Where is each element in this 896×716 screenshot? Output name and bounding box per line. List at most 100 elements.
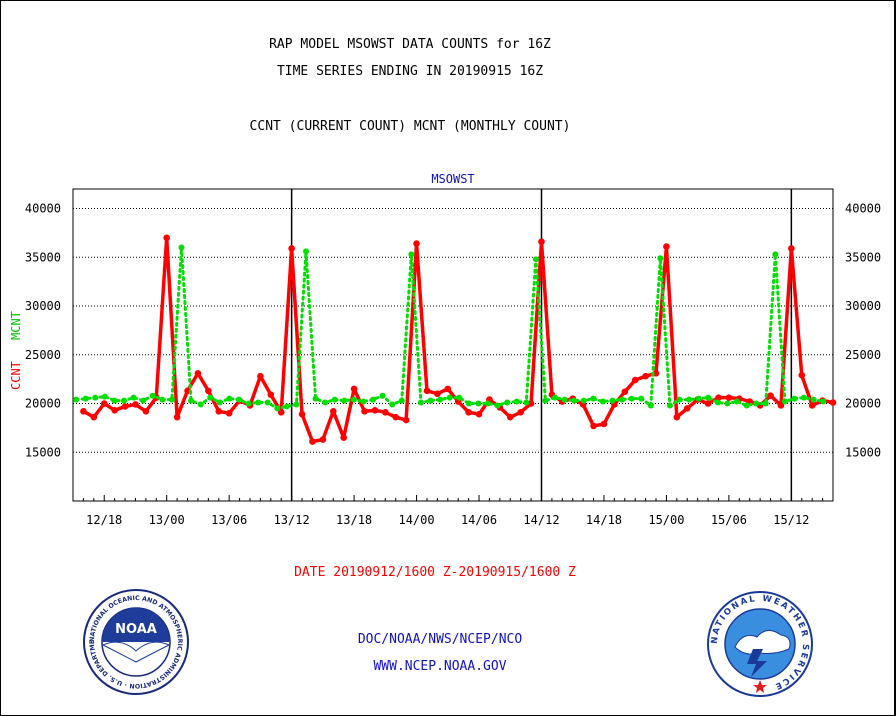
point-mcnt: [609, 397, 616, 404]
point-mcnt: [245, 400, 252, 407]
point-ccnt: [621, 388, 629, 396]
point-mcnt: [437, 396, 444, 403]
point-mcnt: [92, 394, 99, 401]
point-mcnt: [207, 394, 214, 401]
point-mcnt: [370, 396, 377, 403]
point-ccnt: [444, 385, 452, 393]
point-ccnt: [90, 413, 98, 421]
point-mcnt: [111, 397, 118, 404]
y-axis-label-mcnt: MCNT: [9, 311, 23, 340]
chart-title-line1: RAP MODEL MSOWST DATA COUNTS for 16Z: [269, 37, 551, 52]
x-tick-label: 15/12: [773, 513, 809, 527]
point-ccnt: [309, 438, 316, 445]
point-ccnt: [205, 387, 212, 395]
point-ccnt: [194, 369, 202, 377]
point-mcnt: [235, 396, 242, 403]
point-ccnt: [350, 385, 358, 393]
point-mcnt: [82, 395, 89, 402]
point-ccnt: [277, 408, 285, 416]
point-ccnt: [225, 409, 233, 417]
point-ccnt: [413, 240, 420, 247]
point-ccnt: [600, 420, 608, 428]
x-tick-label: 14/06: [461, 513, 497, 527]
x-tick-label: 14/12: [523, 513, 559, 527]
point-mcnt: [647, 402, 654, 409]
point-mcnt: [188, 397, 195, 404]
x-tick-label: 14/18: [586, 513, 622, 527]
point-ccnt: [725, 394, 733, 401]
point-ccnt: [132, 401, 139, 408]
point-mcnt: [216, 399, 223, 406]
point-mcnt: [504, 399, 511, 406]
series-mcnt: [73, 244, 827, 412]
point-mcnt: [532, 256, 539, 263]
point-mcnt: [302, 248, 309, 255]
point-mcnt: [590, 395, 597, 402]
series-ccnt: [80, 234, 837, 445]
point-mcnt: [628, 395, 635, 402]
point-ccnt: [329, 408, 337, 415]
y-tick-label-left: 35000: [25, 250, 61, 264]
y-tick-label-right: 20000: [845, 397, 881, 411]
point-mcnt: [379, 392, 386, 399]
x-tick-label: 12/18: [86, 513, 122, 527]
point-ccnt: [652, 369, 660, 377]
point-mcnt: [714, 399, 721, 406]
y-axis-label-ccnt: CCNT: [9, 361, 23, 390]
point-ccnt: [475, 410, 483, 418]
series-line-mcnt: [74, 247, 825, 410]
x-tick-label: 13/06: [211, 513, 247, 527]
point-mcnt: [341, 397, 348, 404]
y-tick-label-right: 35000: [845, 250, 881, 264]
point-mcnt: [676, 396, 683, 403]
point-mcnt: [475, 400, 482, 407]
point-mcnt: [446, 394, 453, 401]
point-mcnt: [494, 402, 501, 409]
point-ccnt: [382, 408, 389, 416]
point-mcnt: [513, 398, 520, 405]
noaa-logo-text: NOAA: [115, 622, 157, 637]
x-tick-label: 13/00: [149, 513, 185, 527]
point-mcnt: [599, 398, 606, 405]
point-mcnt: [322, 399, 329, 406]
noaa-logo: NATIONAL OCEANIC AND ATMOSPHERIC ADMINIS…: [81, 587, 189, 695]
point-mcnt: [762, 400, 769, 407]
point-mcnt: [331, 396, 338, 403]
y-tick-label-right: 25000: [845, 348, 881, 362]
point-mcnt: [465, 400, 472, 407]
point-mcnt: [264, 399, 271, 406]
point-mcnt: [666, 402, 673, 409]
point-ccnt: [257, 372, 264, 380]
org-label: DOC/NOAA/NWS/NCEP/NCO: [357, 632, 523, 647]
y-tick-label-left: 20000: [25, 397, 61, 411]
point-mcnt: [293, 401, 300, 408]
point-ccnt: [402, 416, 410, 424]
point-ccnt: [423, 387, 431, 395]
x-tick-label: 13/12: [274, 513, 310, 527]
y-tick-label-right: 40000: [845, 202, 881, 216]
point-mcnt: [542, 397, 549, 404]
point-mcnt: [197, 401, 204, 408]
point-mcnt: [753, 400, 760, 407]
point-mcnt: [130, 394, 137, 401]
point-ccnt: [319, 436, 327, 443]
point-mcnt: [101, 393, 108, 400]
point-mcnt: [168, 396, 175, 403]
point-mcnt: [561, 396, 568, 403]
point-mcnt: [705, 394, 712, 401]
point-ccnt: [142, 408, 150, 415]
point-ccnt: [590, 422, 597, 430]
y-tick-label-left: 25000: [25, 348, 61, 362]
point-ccnt: [642, 372, 649, 380]
point-ccnt: [767, 392, 774, 400]
point-ccnt: [121, 403, 129, 410]
point-mcnt: [580, 397, 587, 404]
point-mcnt: [274, 405, 281, 412]
y-tick-label-left: 30000: [25, 299, 61, 313]
date-range-label: DATE 20190912/1600 Z-20190915/1600 Z: [294, 565, 576, 580]
point-ccnt: [173, 413, 181, 421]
point-mcnt: [417, 399, 424, 406]
url-link[interactable]: WWW.NCEP.NOAA.GOV: [373, 659, 507, 674]
point-mcnt: [360, 398, 367, 405]
point-mcnt: [255, 399, 262, 406]
